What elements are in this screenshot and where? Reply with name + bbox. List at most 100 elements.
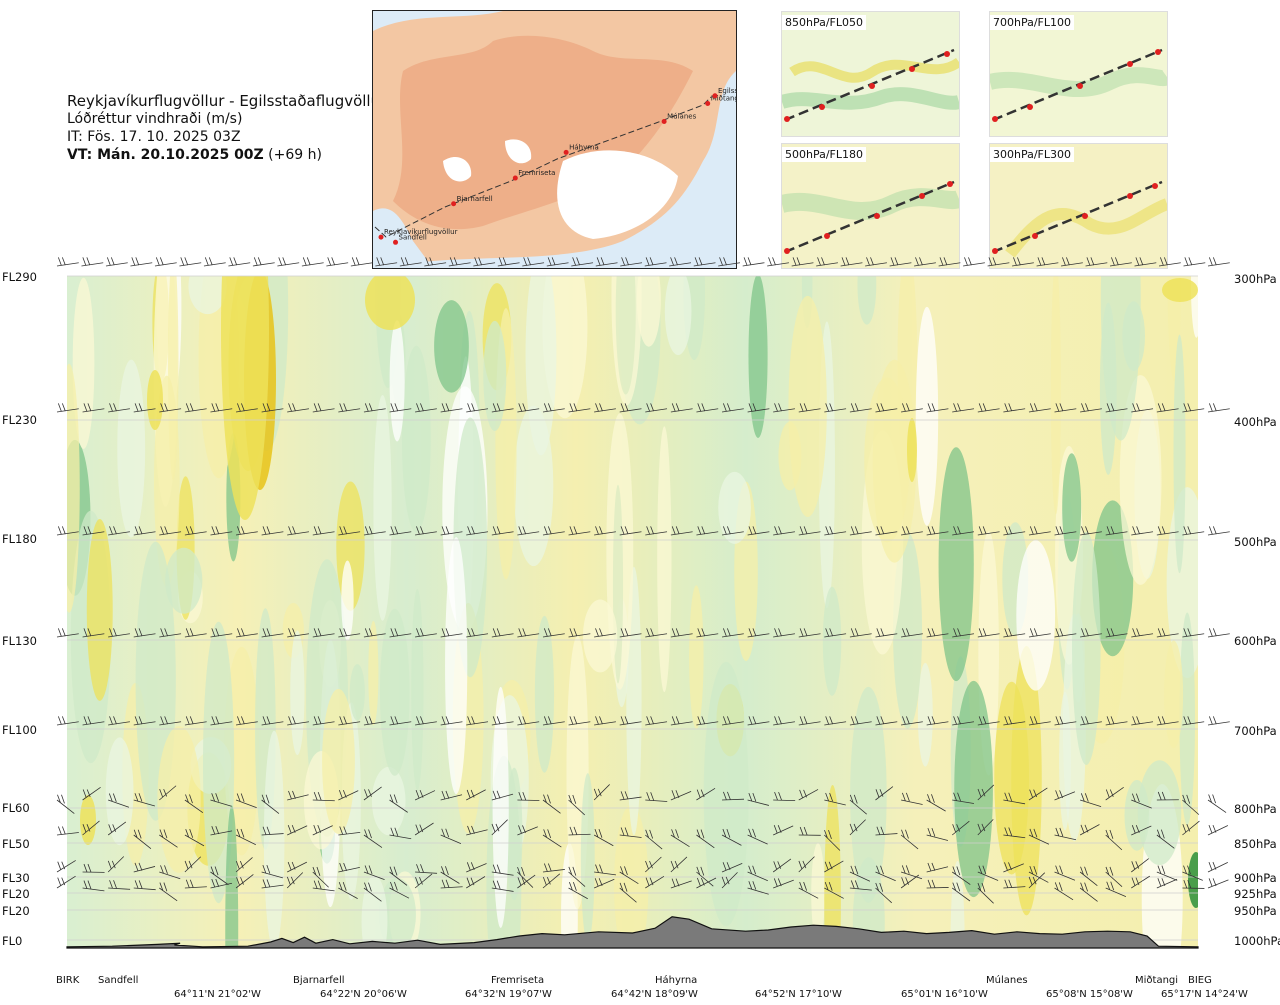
wind-barb: [389, 403, 412, 413]
wind-barb: [389, 716, 412, 726]
hpa-label: 800hPa: [1234, 802, 1277, 816]
coordinate-label: 64°11'N 21°02'W: [174, 989, 261, 1000]
wind-barb: [798, 716, 821, 726]
wind-barb: [203, 257, 226, 267]
coordinate-label: 65°08'N 15°08'W: [1046, 989, 1133, 1000]
wind-barb: [108, 628, 130, 638]
wind-barb: [571, 257, 594, 267]
wind-barb: [722, 791, 745, 801]
wind-barb: [312, 792, 335, 802]
wind-barb: [1156, 526, 1179, 536]
wind-barb: [696, 787, 716, 801]
wind-barb: [1054, 526, 1077, 536]
velocity-contour: [168, 276, 179, 481]
wind-barb: [1182, 403, 1205, 413]
wind-barb: [415, 403, 437, 413]
wind-barb: [497, 257, 520, 267]
wind-barb: [82, 787, 101, 801]
wind-barb: [517, 825, 538, 836]
fl-label: FL20: [2, 887, 30, 901]
wind-barb: [773, 716, 795, 726]
wind-barb: [926, 526, 949, 536]
wind-barb: [568, 866, 586, 887]
velocity-contour: [611, 276, 642, 406]
wind-barb: [747, 716, 770, 726]
wind-barb: [1156, 403, 1179, 413]
wind-barb: [1054, 882, 1074, 901]
wind-barb: [473, 257, 496, 267]
velocity-core: [365, 276, 415, 330]
wind-barb: [261, 628, 284, 638]
wind-barb: [133, 862, 156, 873]
wind-barb: [594, 716, 616, 726]
wind-barb: [517, 628, 540, 638]
inset-place-label: Múlanes: [667, 113, 696, 121]
wind-barb: [840, 257, 863, 267]
wind-barb: [542, 628, 565, 638]
velocity-contour: [378, 878, 416, 948]
wind-barb: [767, 257, 790, 267]
wind-barb: [747, 526, 770, 536]
wind-barb: [1156, 878, 1178, 889]
wind-barb: [977, 784, 995, 801]
wind-barb: [645, 856, 662, 873]
velocity-contour: [1050, 276, 1061, 515]
hpa-label: 700hPa: [1234, 724, 1277, 738]
wind-barb: [798, 789, 819, 801]
inset-place-marker: [512, 175, 518, 181]
wind-barb: [900, 792, 923, 805]
wind-barb: [1182, 526, 1205, 536]
hpa-label: 925hPa: [1234, 887, 1277, 901]
wind-barb: [235, 526, 258, 536]
wind-barb: [235, 628, 258, 638]
wind-barb: [798, 881, 819, 899]
wind-barb: [375, 257, 398, 267]
location-label: BIRK: [56, 975, 80, 986]
wind-barb: [210, 716, 233, 726]
wind-barb: [645, 403, 668, 413]
velocity-contour: [434, 300, 469, 393]
wind-barb: [977, 628, 1000, 638]
velocity-core: [907, 418, 917, 482]
velocity-contour: [534, 615, 555, 773]
velocity-contour: [664, 276, 692, 356]
wind-barb: [414, 789, 436, 801]
wind-barb: [926, 628, 949, 638]
hpa-label: 850hPa: [1234, 837, 1277, 851]
velocity-contour: [824, 785, 841, 948]
velocity-contour: [613, 805, 649, 948]
wind-barb: [849, 865, 871, 882]
wind-barb: [926, 403, 949, 413]
coordinate-label: 65°17'N 14°24'W: [1161, 989, 1248, 1000]
wind-barb: [159, 403, 182, 413]
wind-barb: [849, 819, 866, 836]
wind-barb: [568, 794, 585, 816]
wind-barb: [491, 790, 514, 801]
inset-place-marker: [705, 101, 711, 107]
wind-barb: [1158, 257, 1181, 267]
wind-barb: [415, 864, 438, 874]
wind-barb: [82, 628, 105, 638]
wind-barb: [1109, 257, 1132, 267]
wind-barb: [824, 716, 847, 726]
wind-barb: [1054, 403, 1077, 413]
wind-barb: [159, 865, 181, 880]
inset-place-label: Sandfell: [399, 233, 427, 241]
wind-barb: [900, 865, 923, 880]
wind-barb: [875, 786, 894, 801]
wind-barb: [824, 792, 846, 806]
wind-barb: [542, 403, 565, 413]
wind-barb: [517, 874, 536, 889]
wind-barb: [312, 526, 335, 536]
wind-barb: [1182, 628, 1205, 638]
wind-barb: [849, 794, 867, 815]
velocity-contour: [290, 630, 305, 756]
wind-barb: [286, 872, 304, 889]
inset-place-marker: [378, 234, 384, 240]
wind-barb: [696, 829, 715, 849]
wind-barb: [951, 820, 970, 836]
coordinate-label: 64°52'N 17°10'W: [755, 989, 842, 1000]
wind-barb: [82, 880, 105, 892]
fl-label: FL0: [2, 934, 23, 948]
wind-barb: [595, 257, 618, 267]
